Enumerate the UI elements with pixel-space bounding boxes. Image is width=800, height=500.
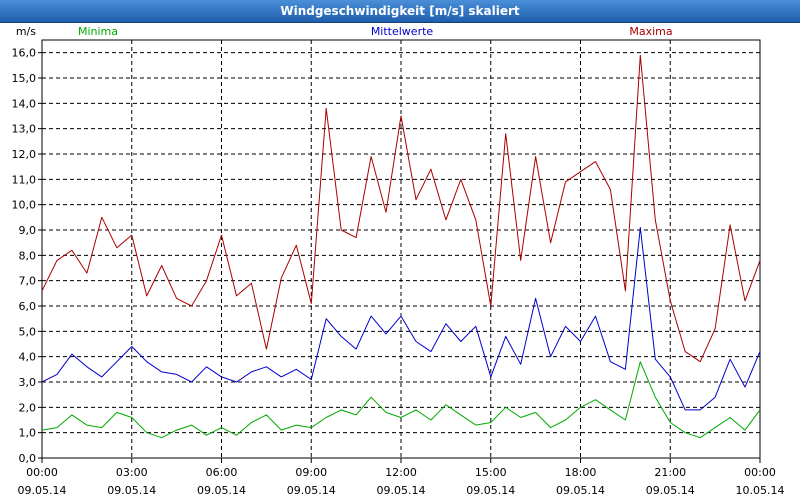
wind-speed-chart: 0,0 1,0 2,0 3,0 4,0 5,0 6,0 7,0 8,0 9,0 10,0 11,0 12…: [12, 25, 785, 497]
chart-title: Windgeschwindigkeit [m/s] skaliert: [0, 0, 800, 23]
series-lines: [41, 54, 761, 439]
series-line-maxima: [41, 54, 761, 363]
x-tick-date-label: 09.05.14: [556, 484, 605, 497]
y-tick-label: 8,0: [19, 249, 37, 262]
y-tick-label: 15,0: [12, 72, 37, 85]
y-tick-label: 16,0: [12, 47, 37, 60]
x-tick-time-label: 06:00: [206, 466, 238, 479]
y-tick-label: 5,0: [19, 325, 37, 338]
y-tick-label: 6,0: [19, 300, 37, 313]
legend-entry-minima: Minima: [78, 25, 118, 38]
y-tick-label: 1,0: [19, 427, 37, 440]
x-tick-time-label: 09:00: [295, 466, 327, 479]
x-tick-date-label: 09.05.14: [377, 484, 426, 497]
legend-entry-maxima: Maxima: [629, 25, 672, 38]
x-tick-date-label: 10.05.14: [736, 484, 785, 497]
x-tick-date-label: 09.05.14: [197, 484, 246, 497]
plot-area: [41, 39, 761, 459]
y-tick-label: 14,0: [12, 97, 37, 110]
legend: Minima Mittelwerte Maxima: [78, 25, 673, 38]
x-tick-time-label: 21:00: [654, 466, 686, 479]
y-tick-label: 0,0: [19, 452, 37, 465]
grid: [42, 40, 760, 458]
legend-entry-mittelwerte: Mittelwerte: [371, 25, 434, 38]
x-tick-date-label: 09.05.14: [18, 484, 67, 497]
y-tick-label: 12,0: [12, 148, 37, 161]
y-tick-label: 9,0: [19, 224, 37, 237]
y-tick-label: 4,0: [19, 351, 37, 364]
x-tick-date-label: 09.05.14: [646, 484, 695, 497]
x-tick-time-label: 00:00: [744, 466, 776, 479]
x-tick-time-label: 12:00: [385, 466, 417, 479]
series-line-mittelwerte: [41, 227, 761, 411]
x-tick-time-label: 00:00: [26, 466, 58, 479]
x-tick-time-label: 18:00: [565, 466, 597, 479]
y-tick-label: 13,0: [12, 123, 37, 136]
x-tick-date-label: 09.05.14: [107, 484, 156, 497]
y-tick-label: 11,0: [12, 173, 37, 186]
y-tick-label: 2,0: [19, 401, 37, 414]
y-tick-label: 3,0: [19, 376, 37, 389]
x-tick-time-label: 15:00: [475, 466, 507, 479]
series-line-minima: [41, 361, 761, 439]
y-tick-label: 7,0: [19, 275, 37, 288]
x-tick-date-label: 09.05.14: [466, 484, 515, 497]
y-tick-label: 10,0: [12, 199, 37, 212]
y-axis-unit-label: m/s: [16, 25, 36, 38]
x-tick-date-label: 09.05.14: [287, 484, 336, 497]
x-tick-time-label: 03:00: [116, 466, 148, 479]
axes: 0,0 1,0 2,0 3,0 4,0 5,0 6,0 7,0 8,0 9,0 10,0 11,0 12…: [12, 25, 785, 497]
